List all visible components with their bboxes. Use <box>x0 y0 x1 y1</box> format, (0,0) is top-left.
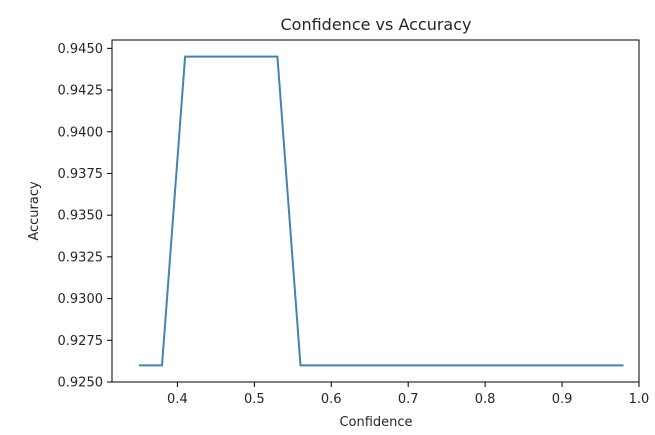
plot-frame <box>111 39 640 383</box>
x-axis: 0.4 0.5 0.6 0.7 0.8 0.9 1.0 <box>167 382 649 407</box>
y-tick-label: 0.9400 <box>58 125 104 140</box>
x-tick-label: 0.4 <box>167 392 188 407</box>
y-tick-label: 0.9300 <box>58 292 104 307</box>
plot-layer <box>138 55 624 367</box>
y-tick-label: 0.9325 <box>58 250 104 265</box>
x-axis-title: Confidence <box>339 415 412 430</box>
x-tick-label: 0.8 <box>475 392 496 407</box>
y-tick-label: 0.9450 <box>58 42 104 57</box>
series-line-0 <box>138 55 624 367</box>
x-tick-label: 0.9 <box>552 392 573 407</box>
y-axis: 0.9250 0.9275 0.9300 0.9325 0.9350 0.9375 0.94… <box>58 42 112 391</box>
x-tick-label: 0.5 <box>244 392 265 407</box>
x-tick-label: 0.6 <box>321 392 342 407</box>
y-tick-label: 0.9350 <box>58 209 104 224</box>
y-tick-label: 0.9250 <box>58 376 104 391</box>
x-tick-label: 0.7 <box>398 392 419 407</box>
y-tick-label: 0.9375 <box>58 167 104 182</box>
x-tick-label: 1.0 <box>629 392 650 407</box>
y-tick-label: 0.9425 <box>58 84 104 99</box>
y-axis-title: Accuracy <box>27 181 42 241</box>
y-tick-label: 0.9275 <box>58 334 104 349</box>
chart-title: Confidence vs Accuracy <box>281 15 472 34</box>
